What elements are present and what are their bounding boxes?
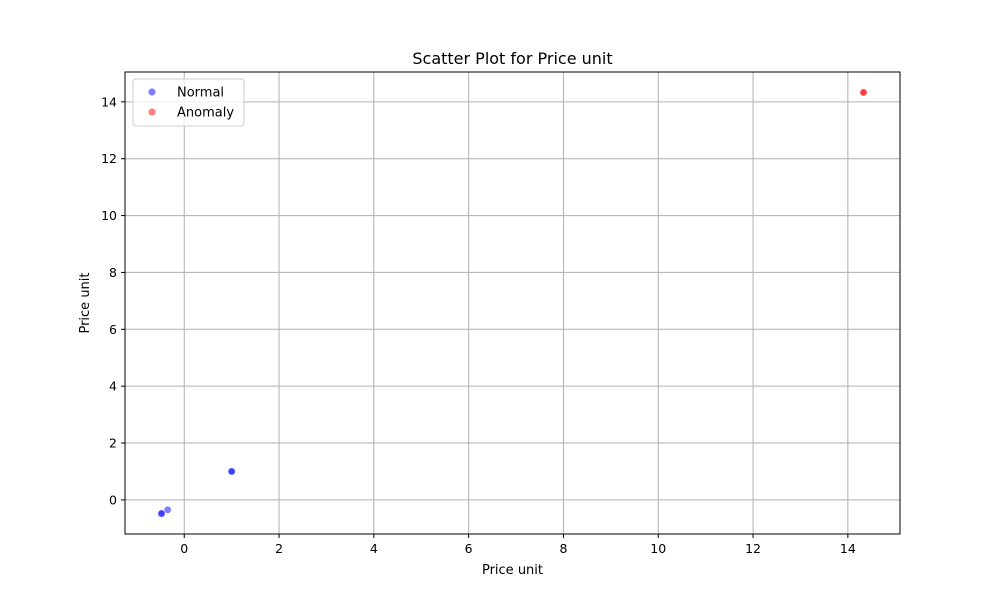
y-tick-label: 6 xyxy=(109,322,117,337)
y-tick-label: 12 xyxy=(101,151,117,166)
legend-label-anomaly: Anomaly xyxy=(177,106,234,121)
legend-marker-anomaly xyxy=(148,108,156,116)
axis-ticks: 0 2 4 6 8 10 12 14 0 2 4 6 8 10 12 14 xyxy=(101,94,856,556)
x-tick-label: 2 xyxy=(275,541,283,556)
y-axis-label: Price unit xyxy=(78,272,93,333)
data-point-normal xyxy=(163,505,172,514)
data-point-anomaly xyxy=(859,88,868,97)
chart-title: Scatter Plot for Price unit xyxy=(412,49,612,68)
legend-marker-normal xyxy=(148,88,156,96)
x-tick-label: 6 xyxy=(465,541,473,556)
x-tick-label: 10 xyxy=(650,541,666,556)
y-tick-label: 8 xyxy=(109,265,117,280)
x-tick-label: 12 xyxy=(745,541,761,556)
data-points xyxy=(157,88,868,518)
y-tick-label: 4 xyxy=(109,379,117,394)
legend-box xyxy=(132,78,245,127)
y-tick-label: 0 xyxy=(109,492,117,507)
x-tick-label: 14 xyxy=(840,541,856,556)
legend-label-normal: Normal xyxy=(177,86,224,101)
x-tick-label: 8 xyxy=(559,541,567,556)
grid-lines xyxy=(125,72,900,534)
y-tick-label: 14 xyxy=(101,94,117,109)
plot-area-frame xyxy=(124,71,901,535)
y-tick-label: 10 xyxy=(101,208,117,223)
x-axis-label: Price unit xyxy=(482,563,543,578)
x-tick-label: 0 xyxy=(180,541,188,556)
legend-items: Normal Anomaly xyxy=(148,86,234,121)
data-point-normal xyxy=(157,509,166,518)
data-point-normal xyxy=(227,467,236,476)
legend: Normal Anomaly xyxy=(132,78,245,127)
x-tick-label: 4 xyxy=(370,541,378,556)
y-tick-label: 2 xyxy=(109,436,117,451)
